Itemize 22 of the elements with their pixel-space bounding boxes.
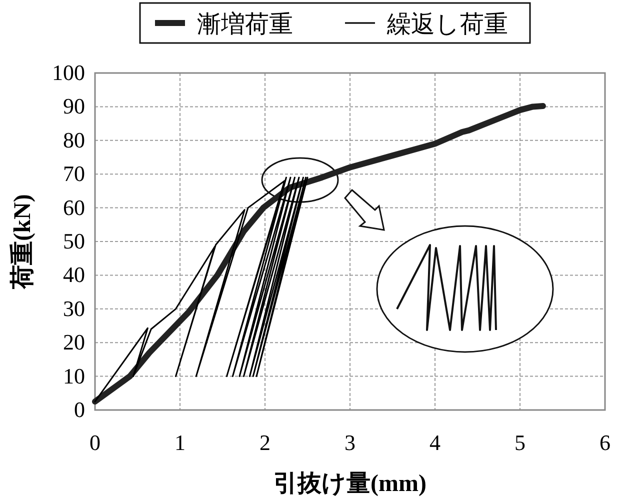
legend-label: 繰返し荷重	[386, 11, 508, 38]
y-tick-label: 60	[63, 194, 85, 220]
y-tick-label: 50	[63, 228, 85, 254]
y-tick-label: 20	[63, 330, 85, 355]
x-tick-label: 0	[90, 430, 100, 455]
y-axis-title: 荷重(kN)	[9, 194, 36, 290]
y-tick-label: 0	[74, 397, 85, 422]
y-tick-label: 100	[52, 60, 85, 85]
y-tick-label: 40	[63, 262, 85, 288]
x-tick-label: 6	[600, 430, 610, 455]
x-tick-label: 3	[344, 430, 356, 455]
legend-label: 漸増荷重	[197, 11, 293, 38]
x-tick-label: 4	[430, 430, 440, 455]
y-tick-label: 70	[63, 161, 85, 186]
y-tick-label: 90	[63, 94, 85, 119]
y-tick-label: 30	[63, 296, 85, 321]
x-tick-label: 1	[174, 430, 186, 455]
x-tick-label: 5	[514, 430, 526, 455]
y-tick-label: 10	[63, 363, 85, 388]
x-tick-label: 2	[260, 430, 270, 455]
x-axis-title: 引抜け量(mm)	[274, 471, 426, 497]
y-tick-label: 80	[63, 127, 85, 152]
